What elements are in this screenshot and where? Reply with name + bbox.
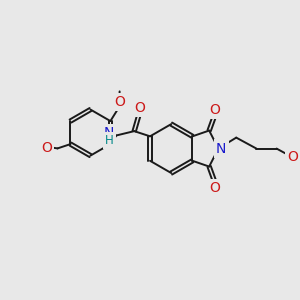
Text: O: O xyxy=(134,101,145,115)
Text: O: O xyxy=(209,103,220,116)
Text: N: N xyxy=(104,126,114,140)
Text: O: O xyxy=(41,141,52,155)
Text: O: O xyxy=(287,150,298,164)
Text: O: O xyxy=(115,95,126,109)
Text: N: N xyxy=(216,142,226,156)
Text: O: O xyxy=(209,181,220,195)
Text: H: H xyxy=(105,134,114,147)
